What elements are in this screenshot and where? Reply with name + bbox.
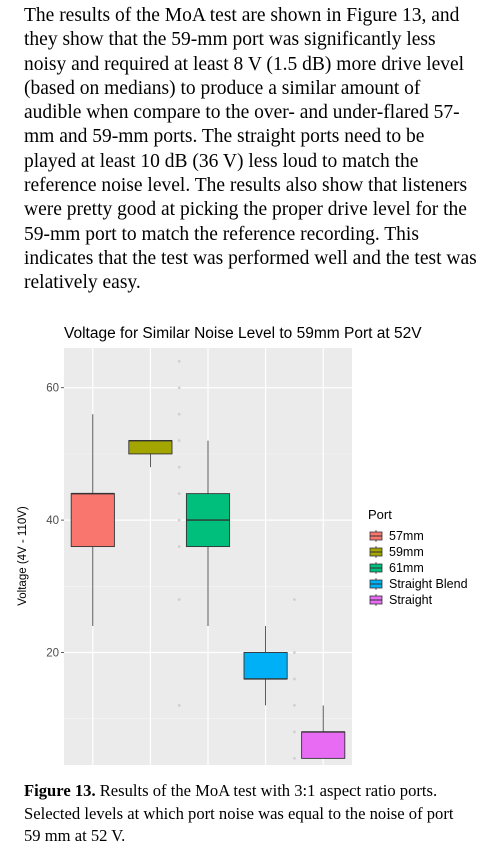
caption-label: Figure 13. xyxy=(24,781,96,800)
jitter-point xyxy=(293,677,296,681)
caption-text: Results of the MoA test with 3:1 aspect … xyxy=(24,781,454,845)
legend-label: Straight Blend xyxy=(389,577,468,591)
jitter-point xyxy=(177,704,181,707)
jitter-point xyxy=(177,598,181,601)
jitter-point xyxy=(177,359,181,363)
legend-item-57mm: 57mm xyxy=(369,529,424,543)
box-straight xyxy=(301,705,346,759)
box-61mm xyxy=(185,440,231,626)
jitter-point xyxy=(177,439,181,443)
box-iqr xyxy=(243,652,288,680)
box-57mm xyxy=(70,414,115,626)
y-axis-label: Voltage (4V - 110V) xyxy=(17,506,29,606)
jitter-point xyxy=(177,545,181,548)
box-straight-blend xyxy=(243,626,288,706)
figure-caption: Figure 13. Results of the MoA test with … xyxy=(24,780,474,848)
legend-item-59mm: 59mm xyxy=(369,545,424,559)
box-iqr xyxy=(301,731,346,759)
jitter-point xyxy=(293,756,296,760)
y-axis: 20 40 60 xyxy=(46,383,64,659)
box-iqr xyxy=(70,493,115,548)
jitter-point xyxy=(177,386,181,390)
jitter-point xyxy=(293,651,296,654)
jitter-point xyxy=(177,492,181,496)
jitter-point xyxy=(177,465,181,469)
y-tick-label: 40 xyxy=(46,515,59,527)
chart-title: Voltage for Similar Noise Level to 59mm … xyxy=(64,325,422,342)
legend-item-61mm: 61mm xyxy=(369,561,424,575)
legend-title: Port xyxy=(368,507,392,522)
jitter-point xyxy=(177,412,181,416)
legend: 57mm 59mm 61mm Straight Blend Straight xyxy=(369,529,468,607)
box-59mm xyxy=(128,439,173,468)
jitter-points xyxy=(177,359,296,760)
legend-item-straight: Straight xyxy=(369,593,433,607)
legend-label: Straight xyxy=(389,593,433,607)
y-tick-label: 60 xyxy=(46,383,59,395)
jitter-point xyxy=(293,704,296,707)
legend-label: 57mm xyxy=(389,529,424,543)
jitter-point xyxy=(177,518,181,522)
jitter-point xyxy=(293,730,296,734)
legend-label: 61mm xyxy=(389,561,424,575)
box-iqr xyxy=(128,440,173,455)
legend-label: 59mm xyxy=(389,545,424,559)
jitter-point xyxy=(293,598,296,601)
box-series xyxy=(70,414,346,759)
boxplot-chart: Voltage for Similar Noise Level to 59mm … xyxy=(17,325,468,765)
y-tick-label: 20 xyxy=(46,647,59,659)
body-paragraph: The results of the MoA test are shown in… xyxy=(24,5,477,294)
legend-item-straight-blend: Straight Blend xyxy=(369,577,468,591)
